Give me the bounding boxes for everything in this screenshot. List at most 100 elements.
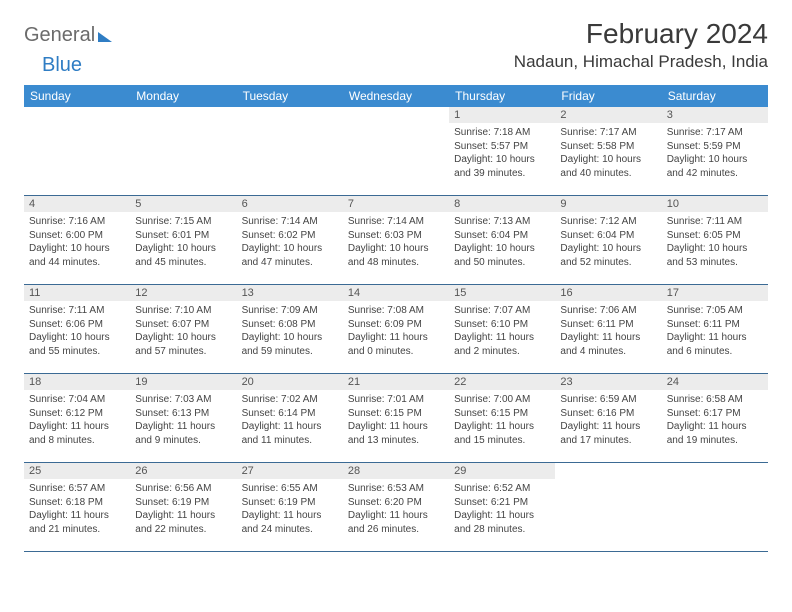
day-detail-line: Sunset: 6:11 PM [560, 318, 656, 332]
day-detail-line: Daylight: 10 hours [560, 153, 656, 167]
day-cell: 7Sunrise: 7:14 AMSunset: 6:03 PMDaylight… [343, 196, 449, 284]
day-number: 1 [449, 107, 555, 123]
day-detail-line: and 53 minutes. [667, 256, 763, 270]
day-number: 20 [237, 374, 343, 390]
day-detail-line: and 24 minutes. [242, 523, 338, 537]
day-detail-line: Daylight: 10 hours [667, 153, 763, 167]
day-detail-line: Sunrise: 7:01 AM [348, 393, 444, 407]
week-row: 1Sunrise: 7:18 AMSunset: 5:57 PMDaylight… [24, 107, 768, 196]
day-number: 4 [24, 196, 130, 212]
day-details: Sunrise: 6:56 AMSunset: 6:19 PMDaylight:… [130, 479, 236, 541]
day-number: 5 [130, 196, 236, 212]
day-detail-line: Sunrise: 7:05 AM [667, 304, 763, 318]
day-detail-line: Sunset: 6:08 PM [242, 318, 338, 332]
day-detail-line: and 21 minutes. [29, 523, 125, 537]
day-detail-line: Sunset: 6:09 PM [348, 318, 444, 332]
day-cell: 16Sunrise: 7:06 AMSunset: 6:11 PMDayligh… [555, 285, 661, 373]
day-detail-line: Daylight: 10 hours [29, 331, 125, 345]
day-detail-line: Sunset: 6:04 PM [560, 229, 656, 243]
day-detail-line: Daylight: 11 hours [560, 420, 656, 434]
day-number: 15 [449, 285, 555, 301]
day-detail-line: Sunset: 6:20 PM [348, 496, 444, 510]
day-number: 18 [24, 374, 130, 390]
day-cell: 27Sunrise: 6:55 AMSunset: 6:19 PMDayligh… [237, 463, 343, 551]
day-details: Sunrise: 7:08 AMSunset: 6:09 PMDaylight:… [343, 301, 449, 363]
day-detail-line: and 48 minutes. [348, 256, 444, 270]
day-details: Sunrise: 6:58 AMSunset: 6:17 PMDaylight:… [662, 390, 768, 452]
day-detail-line: Daylight: 10 hours [560, 242, 656, 256]
day-cell: 17Sunrise: 7:05 AMSunset: 6:11 PMDayligh… [662, 285, 768, 373]
day-detail-line: Sunrise: 6:57 AM [29, 482, 125, 496]
weekday-header-row: SundayMondayTuesdayWednesdayThursdayFrid… [24, 85, 768, 107]
day-cell: 25Sunrise: 6:57 AMSunset: 6:18 PMDayligh… [24, 463, 130, 551]
calendar-page: General February 2024 Nadaun, Himachal P… [0, 0, 792, 570]
day-detail-line: Sunrise: 7:12 AM [560, 215, 656, 229]
day-detail-line: Daylight: 10 hours [348, 242, 444, 256]
day-detail-line: and 47 minutes. [242, 256, 338, 270]
day-cell: 12Sunrise: 7:10 AMSunset: 6:07 PMDayligh… [130, 285, 236, 373]
day-cell: 20Sunrise: 7:02 AMSunset: 6:14 PMDayligh… [237, 374, 343, 462]
day-detail-line: and 9 minutes. [135, 434, 231, 448]
day-details: Sunrise: 7:14 AMSunset: 6:02 PMDaylight:… [237, 212, 343, 274]
day-details: Sunrise: 7:17 AMSunset: 5:58 PMDaylight:… [555, 123, 661, 185]
weekday-header: Sunday [24, 85, 130, 107]
day-cell: 19Sunrise: 7:03 AMSunset: 6:13 PMDayligh… [130, 374, 236, 462]
day-cell: 29Sunrise: 6:52 AMSunset: 6:21 PMDayligh… [449, 463, 555, 551]
day-detail-line: Sunrise: 7:11 AM [29, 304, 125, 318]
day-detail-line: Sunrise: 7:16 AM [29, 215, 125, 229]
day-cell: 24Sunrise: 6:58 AMSunset: 6:17 PMDayligh… [662, 374, 768, 462]
day-detail-line: Sunset: 6:19 PM [242, 496, 338, 510]
day-number: 28 [343, 463, 449, 479]
day-number: 26 [130, 463, 236, 479]
weekday-header: Friday [555, 85, 661, 107]
day-detail-line: and 40 minutes. [560, 167, 656, 181]
day-number: 8 [449, 196, 555, 212]
day-detail-line: Sunrise: 7:17 AM [560, 126, 656, 140]
day-number: 10 [662, 196, 768, 212]
weekday-header: Wednesday [343, 85, 449, 107]
day-detail-line: Sunset: 6:21 PM [454, 496, 550, 510]
day-detail-line: and 13 minutes. [348, 434, 444, 448]
day-detail-line: Sunrise: 6:55 AM [242, 482, 338, 496]
day-cell: 28Sunrise: 6:53 AMSunset: 6:20 PMDayligh… [343, 463, 449, 551]
month-title: February 2024 [514, 18, 768, 50]
day-detail-line: Sunset: 6:15 PM [454, 407, 550, 421]
day-cell: 26Sunrise: 6:56 AMSunset: 6:19 PMDayligh… [130, 463, 236, 551]
day-detail-line: and 52 minutes. [560, 256, 656, 270]
day-detail-line: Sunset: 6:17 PM [667, 407, 763, 421]
day-number: 2 [555, 107, 661, 123]
weekday-header: Monday [130, 85, 236, 107]
day-details: Sunrise: 7:09 AMSunset: 6:08 PMDaylight:… [237, 301, 343, 363]
day-detail-line: Sunset: 6:14 PM [242, 407, 338, 421]
day-detail-line: Sunrise: 7:17 AM [667, 126, 763, 140]
day-detail-line: Daylight: 11 hours [348, 331, 444, 345]
day-cell: 22Sunrise: 7:00 AMSunset: 6:15 PMDayligh… [449, 374, 555, 462]
day-detail-line: Daylight: 10 hours [242, 331, 338, 345]
day-number: 29 [449, 463, 555, 479]
day-number: 24 [662, 374, 768, 390]
day-detail-line: Daylight: 11 hours [454, 331, 550, 345]
day-cell: 2Sunrise: 7:17 AMSunset: 5:58 PMDaylight… [555, 107, 661, 195]
day-detail-line: and 8 minutes. [29, 434, 125, 448]
day-number: 6 [237, 196, 343, 212]
day-cell [343, 107, 449, 195]
day-detail-line: Daylight: 10 hours [454, 153, 550, 167]
day-number: 23 [555, 374, 661, 390]
day-cell: 13Sunrise: 7:09 AMSunset: 6:08 PMDayligh… [237, 285, 343, 373]
day-detail-line: Sunset: 6:12 PM [29, 407, 125, 421]
day-detail-line: Sunrise: 7:15 AM [135, 215, 231, 229]
day-detail-line: Sunset: 6:06 PM [29, 318, 125, 332]
day-details: Sunrise: 7:06 AMSunset: 6:11 PMDaylight:… [555, 301, 661, 363]
title-block: February 2024 Nadaun, Himachal Pradesh, … [514, 18, 768, 72]
day-details: Sunrise: 7:13 AMSunset: 6:04 PMDaylight:… [449, 212, 555, 274]
day-cell: 8Sunrise: 7:13 AMSunset: 6:04 PMDaylight… [449, 196, 555, 284]
day-details: Sunrise: 7:12 AMSunset: 6:04 PMDaylight:… [555, 212, 661, 274]
day-detail-line: and 39 minutes. [454, 167, 550, 181]
day-detail-line: Sunrise: 7:14 AM [348, 215, 444, 229]
logo-triangle-icon [98, 32, 112, 42]
day-cell [662, 463, 768, 551]
day-detail-line: Sunset: 5:58 PM [560, 140, 656, 154]
logo-word2: Blue [42, 54, 82, 76]
day-detail-line: Sunrise: 7:03 AM [135, 393, 231, 407]
week-row: 18Sunrise: 7:04 AMSunset: 6:12 PMDayligh… [24, 374, 768, 463]
